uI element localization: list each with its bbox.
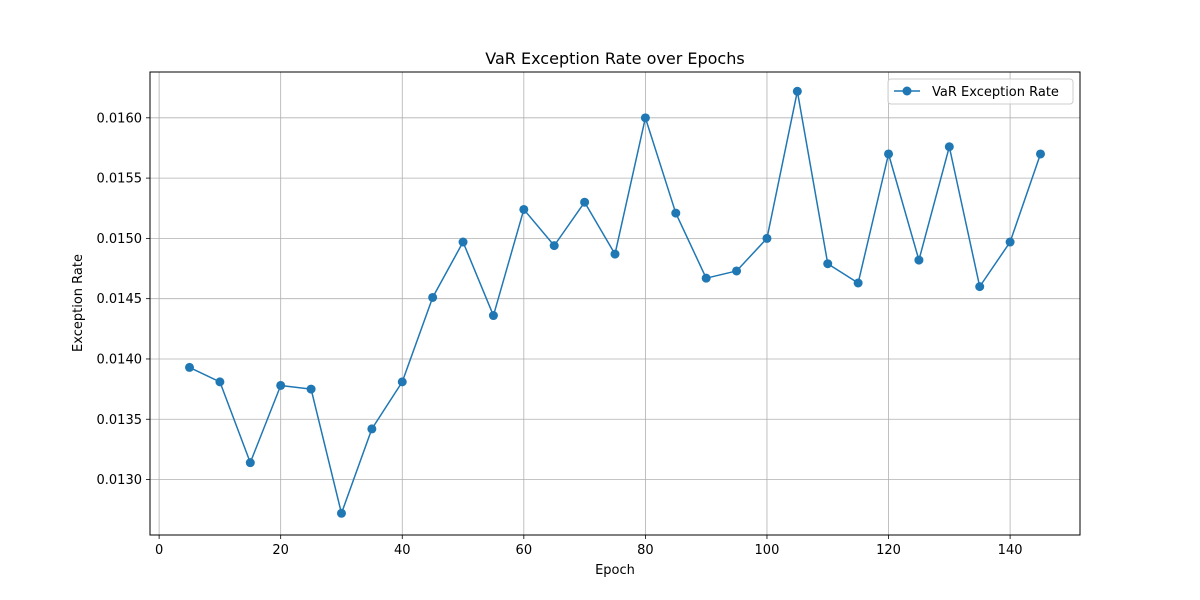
legend-label: VaR Exception Rate	[932, 85, 1059, 100]
y-tick-label: 0.0155	[97, 172, 143, 187]
data-point	[519, 204, 529, 214]
data-point	[762, 233, 772, 243]
data-point	[488, 311, 498, 321]
data-point	[215, 377, 225, 387]
data-point	[823, 259, 833, 269]
data-point	[853, 278, 863, 288]
data-point	[397, 377, 407, 387]
data-point	[367, 424, 377, 434]
plot-area-frame	[149, 71, 1081, 536]
data-point	[944, 142, 954, 152]
data-point	[701, 273, 711, 283]
x-tick-label: 40	[394, 543, 411, 558]
data-point	[549, 241, 559, 251]
data-point	[1005, 237, 1015, 247]
series-layer	[185, 86, 1045, 518]
x-tick-label: 20	[272, 543, 289, 558]
data-point	[1035, 149, 1045, 159]
x-tick-label: 120	[876, 543, 901, 558]
x-axis-ticks: 0 20 40 60 80 100 120 140	[155, 535, 1023, 558]
data-point	[884, 149, 894, 159]
chart-title: VaR Exception Rate over Epochs	[485, 49, 744, 68]
data-point	[336, 508, 346, 518]
legend-box	[887, 78, 1074, 105]
x-tick-label: 0	[155, 543, 163, 558]
data-point	[975, 282, 985, 292]
y-axis-ticks: 0.0130 0.0135 0.0140 0.0145 0.0150 0.0155 0.01…	[97, 111, 150, 488]
series-line	[189, 90, 1042, 515]
x-axis-label: Epoch	[595, 563, 635, 578]
data-point	[306, 384, 316, 394]
data-point	[276, 380, 286, 390]
y-tick-label: 0.0160	[97, 111, 143, 126]
data-point	[428, 292, 438, 302]
y-tick-label: 0.0140	[97, 352, 143, 367]
data-point	[610, 249, 620, 259]
y-tick-label: 0.0150	[97, 232, 143, 247]
data-point	[732, 266, 742, 276]
data-point	[671, 208, 681, 218]
data-point	[914, 255, 924, 265]
data-point	[792, 86, 802, 96]
x-tick-label: 100	[755, 543, 780, 558]
legend: VaR Exception Rate	[887, 78, 1074, 105]
data-point	[458, 237, 468, 247]
x-tick-label: 140	[998, 543, 1023, 558]
legend-marker-swatch	[902, 86, 912, 96]
y-axis-label: Exception Rate	[71, 254, 86, 352]
data-point	[185, 362, 195, 372]
x-tick-label: 80	[637, 543, 654, 558]
data-point	[580, 197, 590, 207]
y-tick-label: 0.0130	[97, 473, 143, 488]
grid	[150, 72, 1080, 535]
y-tick-label: 0.0145	[97, 292, 143, 307]
y-tick-label: 0.0135	[97, 413, 143, 428]
x-tick-label: 60	[516, 543, 533, 558]
data-point	[640, 113, 650, 123]
data-point	[245, 458, 255, 468]
